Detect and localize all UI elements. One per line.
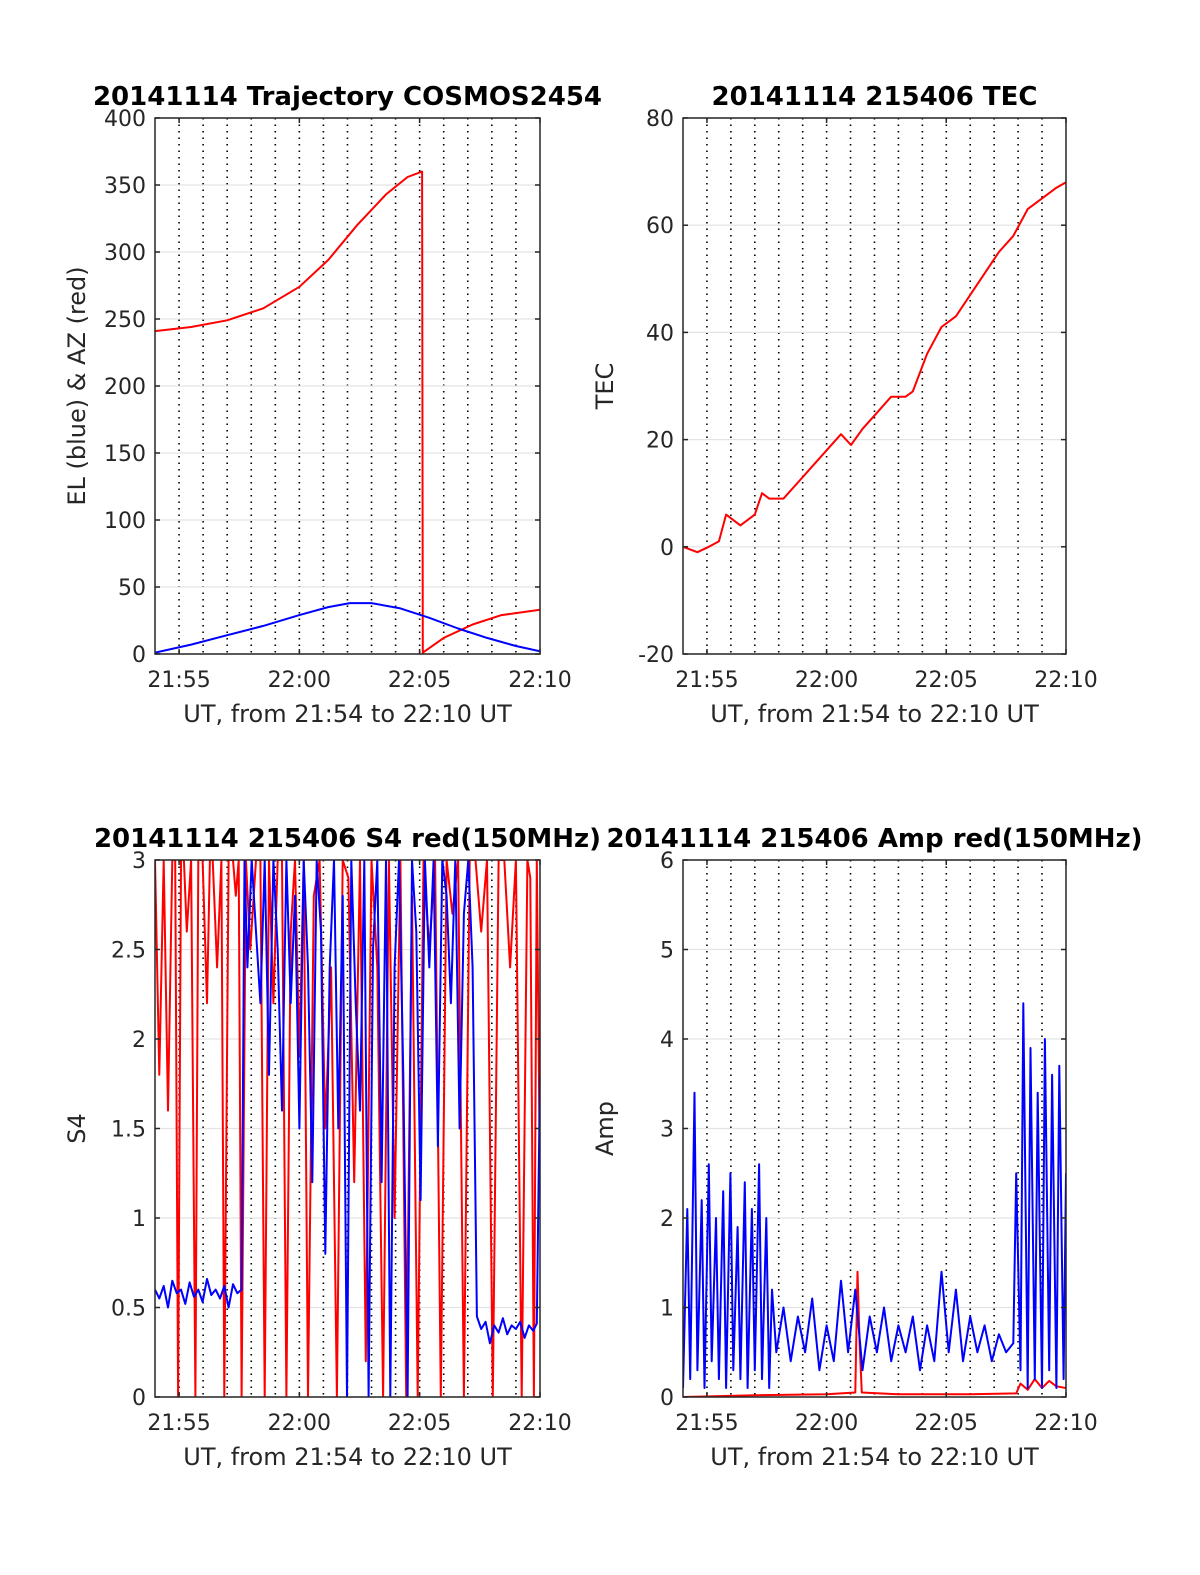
trajectory-xtick-label: 22:10 <box>508 668 571 693</box>
trajectory-xtick-label: 22:05 <box>388 668 451 693</box>
tec-axes-box <box>682 117 1067 655</box>
trajectory-ytick-label: 350 <box>104 174 146 199</box>
trajectory-xtick-label: 22:00 <box>268 668 331 693</box>
trajectory-ytick-label: 400 <box>104 107 146 132</box>
amp-ytick-label: 6 <box>660 849 674 874</box>
s4-ytick-label: 0 <box>132 1386 146 1411</box>
s4-xtick-label: 22:10 <box>508 1411 571 1436</box>
tec-xlabel: UT, from 21:54 to 22:10 UT <box>710 700 1039 728</box>
s4-ytick-label: 2 <box>132 1028 146 1053</box>
trajectory-ytick-label: 150 <box>104 442 146 467</box>
s4-xtick-label: 22:05 <box>388 1411 451 1436</box>
s4-panel: 0 0.5 1 1.5 2 2.5 3 21:55 22:00 22:05 22:10 2014111… <box>63 824 601 1471</box>
amp-xtick-label: 22:05 <box>915 1411 978 1436</box>
tec-ytick-label: 60 <box>646 214 674 239</box>
trajectory-series-0-line <box>155 170 540 654</box>
s4-ytick-label: 1 <box>132 1207 146 1232</box>
amp-xtick-label: 22:00 <box>795 1411 858 1436</box>
trajectory-title: 20141114 Trajectory COSMOS2454 <box>93 82 602 112</box>
trajectory-ytick-label: 50 <box>118 576 146 601</box>
s4-ytick-label: 3 <box>132 849 146 874</box>
s4-series-1-line <box>155 860 540 1397</box>
amp-ytick-label: 3 <box>660 1118 674 1143</box>
trajectory-series-1-line <box>155 602 540 654</box>
s4-xtick-label: 21:55 <box>147 1411 210 1436</box>
tec-panel: -20 0 20 40 60 80 21:55 22:00 22:05 22:10 20141114… <box>591 82 1098 728</box>
s4-ylabel: S4 <box>63 1113 91 1144</box>
tec-ytick-label: 20 <box>646 429 674 454</box>
trajectory-xlabel: UT, from 21:54 to 22:10 UT <box>183 700 512 728</box>
s4-ytick-label: 2.5 <box>111 939 146 964</box>
tec-ytick-label: 40 <box>646 321 674 346</box>
tec-xtick-label: 22:10 <box>1034 668 1097 693</box>
s4-title: 20141114 215406 S4 red(150MHz) <box>94 824 601 854</box>
amp-ylabel: Amp <box>591 1101 619 1156</box>
trajectory-ytick-label: 250 <box>104 308 146 333</box>
tec-xtick-label: 22:05 <box>915 668 978 693</box>
amp-ytick-label: 0 <box>660 1386 674 1411</box>
trajectory-ytick-label: 0 <box>132 643 146 668</box>
trajectory-panel: 0 50 100 150 200 250 300 350 400 21:55 22:00 22:05 2… <box>63 82 602 728</box>
tec-ylabel: TEC <box>591 363 619 411</box>
tec-ytick-label: 80 <box>646 107 674 132</box>
s4-ytick-label: 0.5 <box>111 1297 146 1322</box>
amp-ytick-label: 1 <box>660 1297 674 1322</box>
amp-title: 20141114 215406 Amp red(150MHz) <box>606 824 1142 854</box>
tec-xtick-label: 22:00 <box>795 668 858 693</box>
s4-xlabel: UT, from 21:54 to 22:10 UT <box>183 1443 512 1471</box>
amp-xtick-label: 22:10 <box>1034 1411 1097 1436</box>
trajectory-ytick-label: 200 <box>104 375 146 400</box>
amp-panel: 0 1 2 3 4 5 6 21:55 22:00 22:05 22:10 20141114 2154… <box>591 824 1143 1471</box>
tec-xtick-label: 21:55 <box>675 668 738 693</box>
amp-ytick-label: 2 <box>660 1207 674 1232</box>
s4-ytick-label: 1.5 <box>111 1118 146 1143</box>
trajectory-ylabel: EL (blue) & AZ (red) <box>63 266 91 505</box>
amp-xtick-label: 21:55 <box>675 1411 738 1436</box>
tec-ytick-label: 0 <box>660 536 674 561</box>
amp-xlabel: UT, from 21:54 to 22:10 UT <box>710 1443 1039 1471</box>
tec-ytick-label: -20 <box>638 643 674 668</box>
amp-ytick-label: 4 <box>660 1028 674 1053</box>
amp-series-0-line <box>683 1270 1066 1397</box>
s4-xtick-label: 22:00 <box>268 1411 331 1436</box>
amp-ytick-label: 5 <box>660 939 674 964</box>
trajectory-ytick-label: 100 <box>104 509 146 534</box>
tec-title: 20141114 215406 TEC <box>712 82 1038 112</box>
amp-series-1-line <box>683 1002 1066 1389</box>
trajectory-xtick-label: 21:55 <box>147 668 210 693</box>
tec-series-0-line <box>683 181 1066 554</box>
trajectory-ytick-label: 300 <box>104 241 146 266</box>
